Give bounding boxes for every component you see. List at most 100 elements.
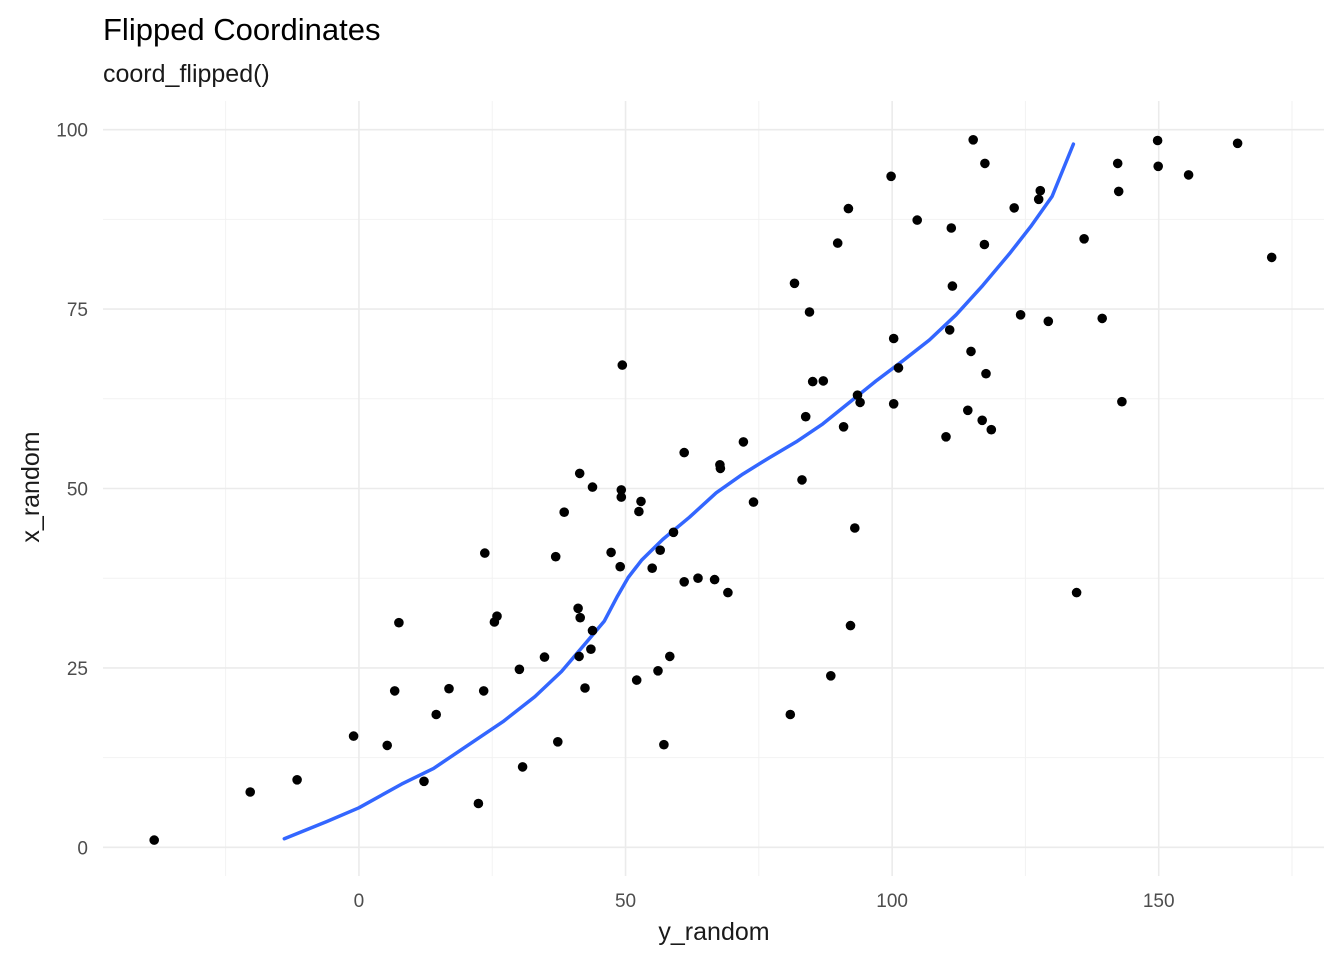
data-point	[1113, 186, 1124, 197]
data-point	[723, 587, 733, 598]
data-point	[616, 485, 627, 495]
data-point	[807, 376, 818, 387]
data-point	[574, 651, 584, 662]
data-point	[1009, 203, 1019, 213]
data-point	[855, 397, 865, 408]
data-point	[912, 215, 922, 225]
data-point	[1071, 587, 1082, 598]
data-point	[394, 617, 404, 628]
data-point	[944, 325, 955, 335]
y-tick-label: 75	[67, 300, 88, 321]
y-tick-label: 100	[56, 121, 88, 142]
data-point	[655, 545, 665, 555]
y-tick-label: 25	[67, 659, 88, 680]
data-point	[659, 739, 669, 750]
data-point	[480, 548, 490, 558]
x-tick-label: 50	[615, 891, 636, 912]
y-tick-label: 50	[67, 480, 88, 501]
data-point	[574, 468, 585, 479]
x-tick-label: 150	[1143, 891, 1175, 912]
data-point	[653, 666, 663, 676]
data-point	[893, 363, 904, 373]
data-point	[980, 158, 990, 169]
data-point	[587, 625, 598, 636]
data-point	[963, 405, 973, 416]
y-tick-label: 0	[77, 838, 88, 859]
data-point	[575, 612, 585, 623]
data-point	[709, 574, 720, 585]
data-point	[348, 731, 359, 741]
data-point	[826, 671, 836, 681]
data-point	[478, 686, 489, 696]
data-point	[977, 415, 987, 426]
data-point	[981, 368, 991, 379]
smooth-layer	[282, 142, 1076, 841]
data-point	[389, 686, 400, 696]
data-point	[888, 399, 899, 409]
data-point	[818, 376, 829, 386]
data-point	[845, 620, 856, 631]
data-point	[941, 432, 951, 442]
data-point	[843, 203, 854, 214]
data-point	[715, 463, 726, 474]
data-point	[1112, 158, 1123, 169]
data-point	[587, 482, 598, 492]
data-point	[550, 551, 561, 562]
data-point	[966, 346, 976, 357]
chart-subtitle: coord_flipped()	[103, 60, 270, 88]
data-point	[615, 561, 625, 572]
data-point	[968, 135, 978, 145]
data-point	[492, 611, 502, 621]
data-point	[679, 577, 689, 587]
data-point	[804, 307, 815, 317]
data-point	[419, 776, 429, 787]
data-point	[888, 333, 899, 344]
data-point	[1266, 252, 1277, 263]
data-point	[636, 496, 646, 507]
data-point	[947, 281, 958, 291]
x-tick-labels: 0 50 100 150	[354, 891, 1175, 912]
data-point	[1232, 138, 1243, 149]
data-point	[679, 447, 689, 458]
x-tick-label: 0	[354, 891, 365, 912]
data-point	[631, 675, 642, 685]
data-point	[473, 798, 484, 809]
data-point	[1153, 161, 1163, 172]
data-point	[1033, 194, 1044, 205]
data-point	[1079, 234, 1089, 244]
data-point	[797, 475, 807, 485]
smooth-line	[282, 142, 1076, 841]
data-point	[1035, 185, 1046, 196]
data-point	[852, 390, 863, 401]
data-point	[559, 507, 569, 517]
data-point	[1043, 316, 1054, 327]
data-point	[573, 603, 583, 614]
y-axis-title: x_random	[17, 431, 45, 542]
data-point	[514, 664, 525, 675]
data-point	[606, 547, 616, 558]
data-point	[634, 506, 644, 517]
data-point	[382, 740, 393, 751]
major-grid	[103, 101, 1324, 876]
y-tick-labels: 0 25 50 75 100	[56, 121, 88, 860]
data-point	[245, 787, 255, 797]
data-point	[292, 775, 302, 785]
data-point	[1015, 310, 1026, 320]
data-point	[668, 527, 679, 538]
data-point	[1097, 313, 1107, 324]
x-axis-title: y_random	[658, 918, 769, 946]
data-point	[616, 492, 627, 502]
data-point	[1152, 135, 1163, 146]
data-point	[838, 422, 849, 432]
data-point	[617, 360, 628, 370]
data-point	[553, 737, 563, 747]
data-point	[149, 835, 159, 845]
data-point	[586, 644, 596, 654]
data-point	[539, 652, 550, 662]
data-point	[785, 709, 796, 720]
data-point	[886, 171, 896, 182]
data-point	[738, 437, 749, 447]
data-point	[789, 278, 800, 289]
data-point	[647, 563, 657, 573]
